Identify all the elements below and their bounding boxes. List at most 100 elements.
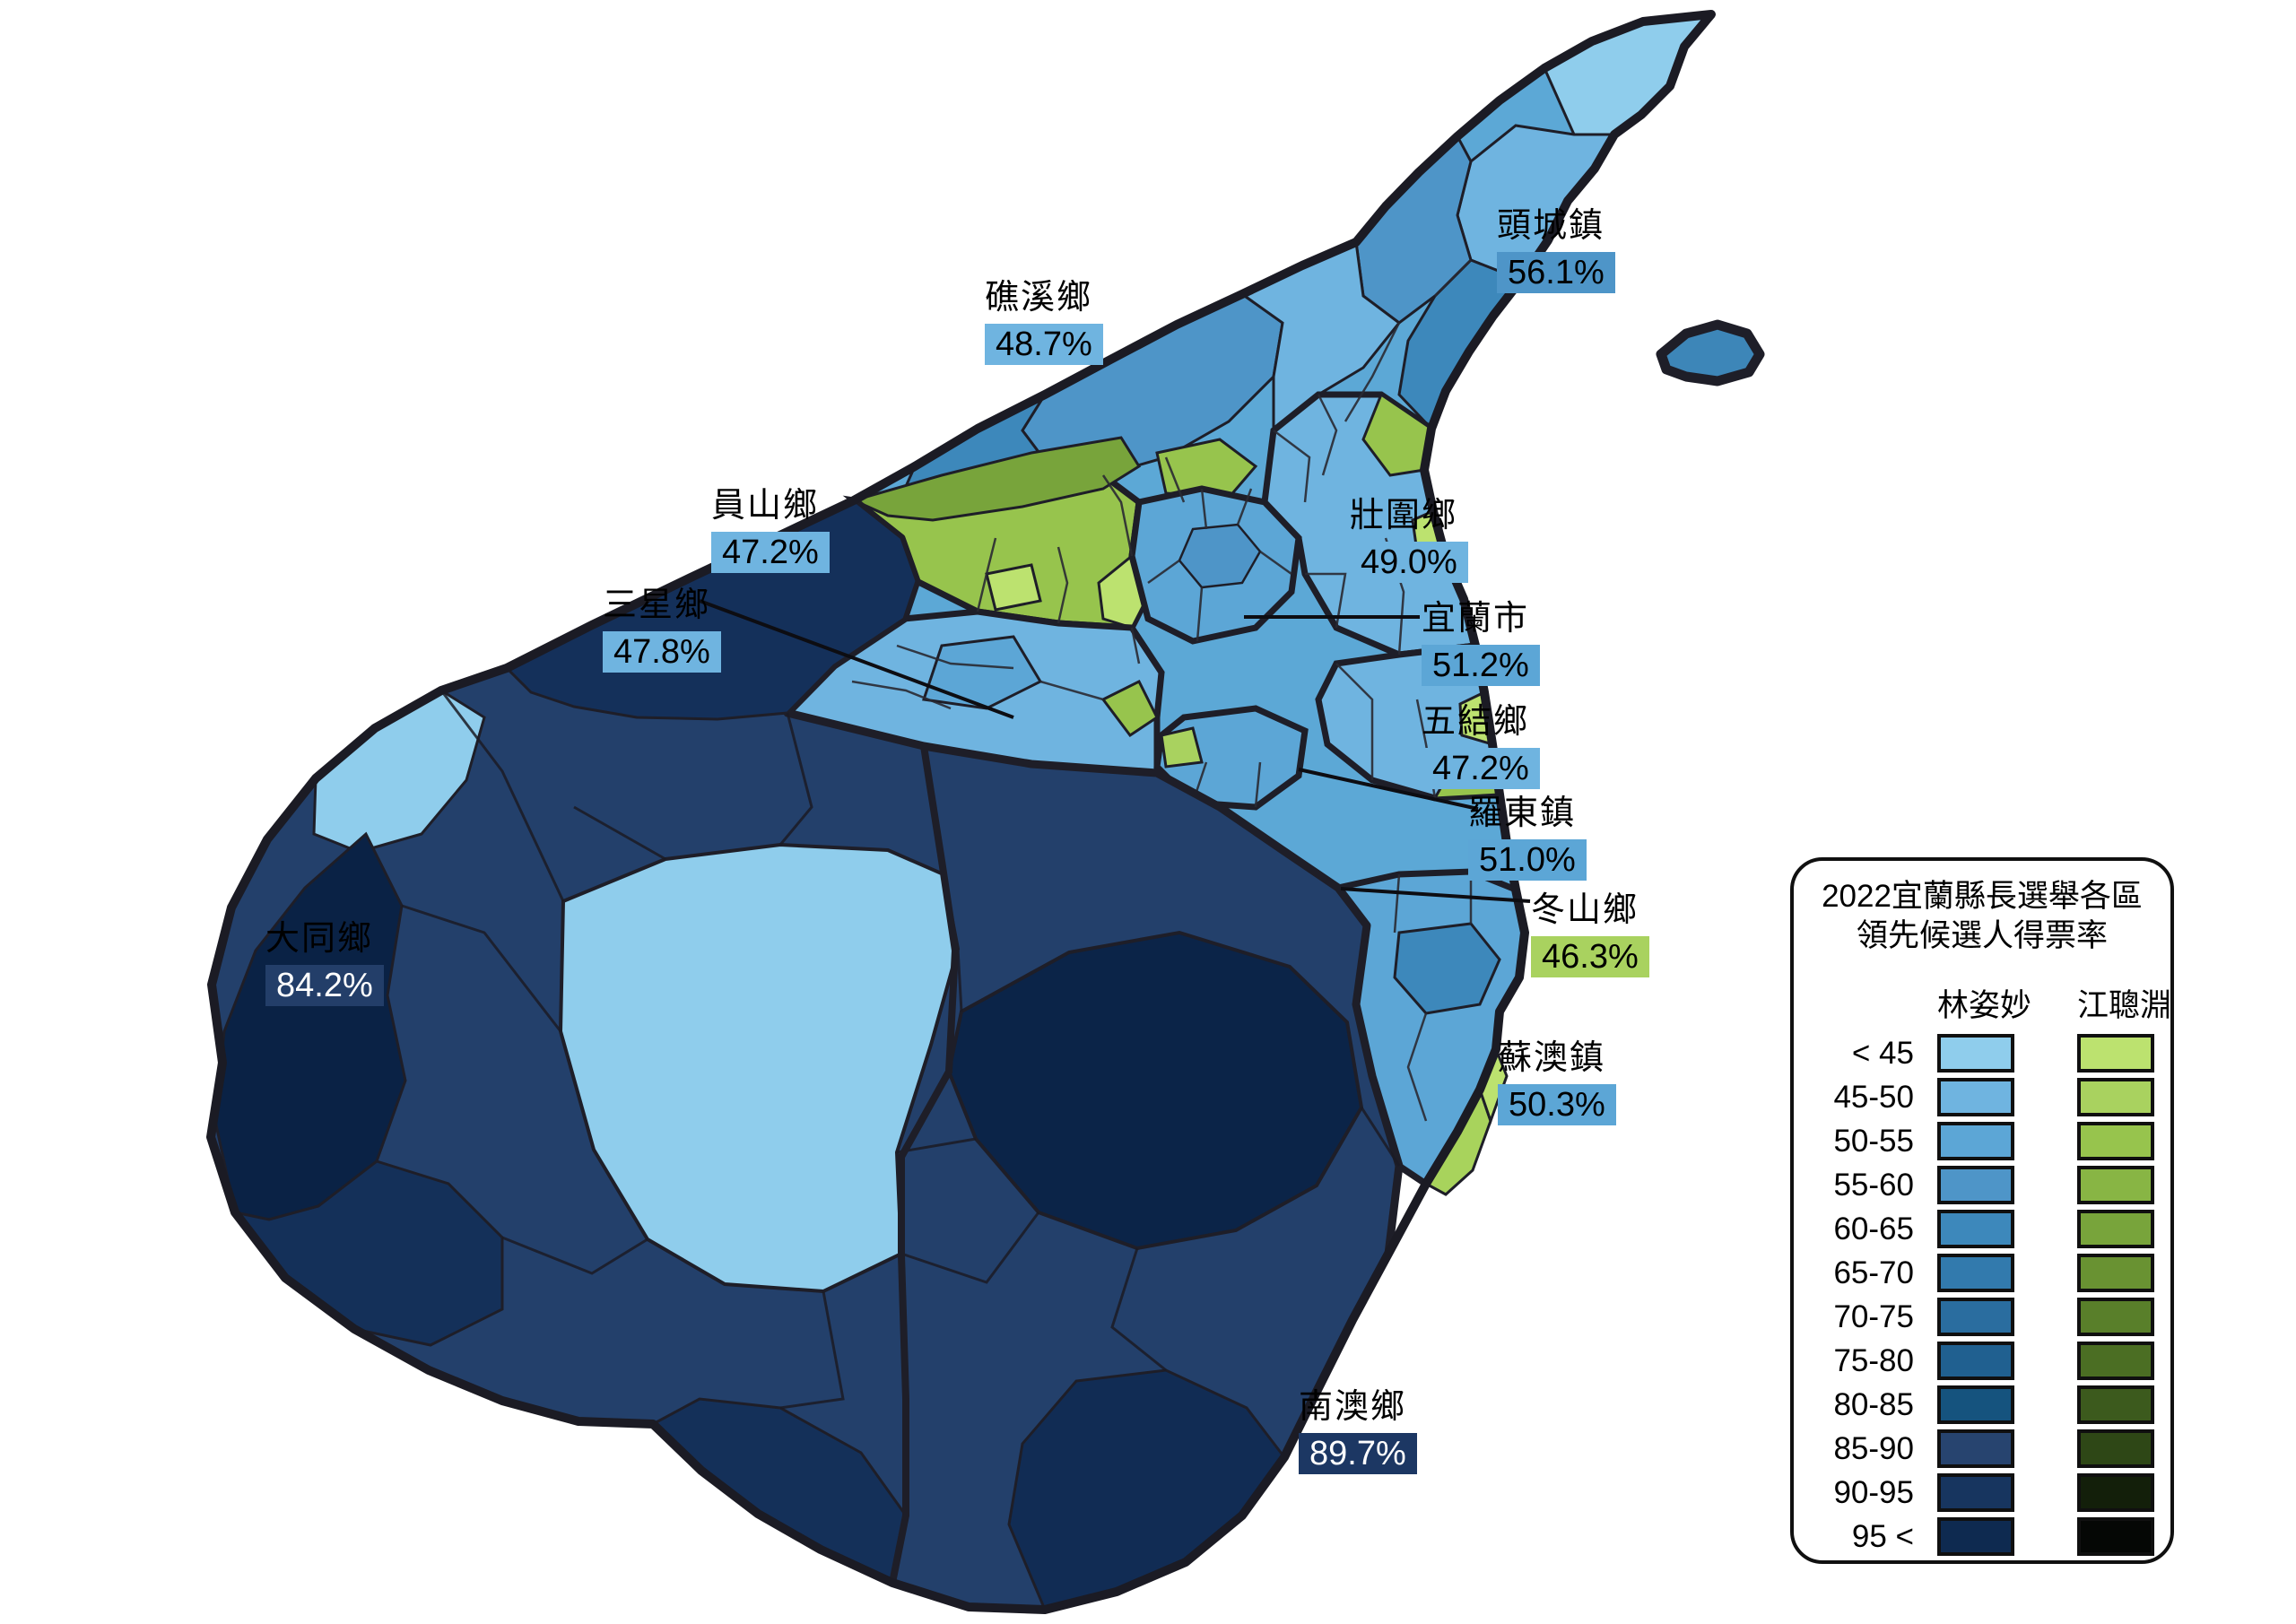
legend-swatch-jiang (2077, 1298, 2154, 1336)
township-name: 蘇澳鎮 (1498, 1039, 1606, 1077)
leader-line-luodong (1298, 768, 1479, 811)
legend-swatch-lin (1937, 1166, 2014, 1204)
village-zhuangwei-green (1361, 392, 1433, 477)
legend-swatch-jiang (2077, 1517, 2154, 1556)
township-name: 三星鄉 (603, 586, 711, 624)
legend-panel: 2022宜蘭縣長選舉各區 領先候選人得票率 林姿妙 江聰淵 < 45 45-50 5… (1790, 857, 2174, 1564)
village-boundary-lines-mountains (401, 690, 1401, 1410)
legend-class-label: 75-80 (1833, 1342, 1914, 1378)
township-name: 大同鄉 (265, 920, 374, 958)
legend-row: 60-65 (1806, 1207, 2170, 1251)
township-name: 南澳鄉 (1299, 1388, 1407, 1426)
township-value-badge: 49.0% (1350, 542, 1468, 583)
candidate-name-jiang: 江聰淵 (2077, 987, 2172, 1023)
township-border-datong-nanao (889, 745, 960, 1584)
village-yuanshan-light2 (985, 563, 1042, 612)
legend-swatch-jiang (2077, 1166, 2154, 1204)
township-name: 羅東鎮 (1468, 795, 1577, 832)
legend-class-label: 50-55 (1833, 1123, 1914, 1159)
township-name: 頭城鎮 (1497, 207, 1605, 245)
township-label-luodong: 羅東鎮 51.0% (1468, 796, 1587, 881)
legend-swatch-lin (1937, 1210, 2014, 1248)
village-luodong-green (1160, 726, 1204, 769)
township-label-dongshan: 冬山鄉 46.3% (1531, 893, 1649, 977)
legend-row: 95 < (1806, 1515, 2170, 1559)
candidate-name-lin: 林姿妙 (1937, 987, 2032, 1023)
legend-row: 45-50 (1806, 1075, 2170, 1119)
legend-swatch-jiang (2077, 1122, 2154, 1160)
township-value-badge: 48.7% (985, 324, 1103, 365)
township-name: 宜蘭市 (1422, 600, 1530, 638)
legend-row: 90-95 (1806, 1471, 2170, 1515)
township-name: 員山鄉 (711, 487, 820, 525)
village-yuanshan-north (849, 436, 1142, 522)
legend-swatch-lin (1937, 1385, 2014, 1424)
legend-swatch-lin (1937, 1078, 2014, 1116)
legend-class-label: 95 < (1851, 1518, 1914, 1554)
legend-swatch-jiang (2077, 1034, 2154, 1073)
legend-row: 50-55 (1806, 1119, 2170, 1163)
township-label-yuanshan: 員山鄉 47.2% (711, 489, 830, 573)
township-label-toucheng: 頭城鎮 56.1% (1497, 209, 1615, 293)
legend-candidate-header: 林姿妙 江聰淵 (1806, 979, 2172, 1026)
legend-class-label: 45-50 (1833, 1079, 1914, 1115)
township-value-badge: 47.2% (711, 532, 830, 573)
legend-class-label: 65-70 (1833, 1255, 1914, 1290)
village-sanxing-green (1100, 679, 1159, 738)
township-value-badge: 84.2% (265, 965, 384, 1006)
legend-row: 55-60 (1806, 1163, 2170, 1207)
legend-class-label: 55-60 (1833, 1167, 1914, 1203)
legend-swatch-lin (1937, 1473, 2014, 1512)
legend-swatch-jiang (2077, 1342, 2154, 1380)
label-leader-lines (699, 599, 1531, 903)
legend-title-line1: 2022宜蘭縣長選舉各區 (1822, 879, 2143, 914)
village-sanxing-mid (922, 635, 1043, 710)
legend-swatch-jiang (2077, 1473, 2154, 1512)
legend-swatch-jiang (2077, 1254, 2154, 1292)
legend-swatch-jiang (2077, 1078, 2154, 1116)
legend-swatch-lin (1937, 1122, 2014, 1160)
county-outline (206, 10, 1716, 1614)
legend-swatch-lin (1937, 1342, 2014, 1380)
legend-class-label: 60-65 (1833, 1211, 1914, 1246)
township-label-datong: 大同鄉 84.2% (265, 922, 384, 1006)
legend-class-label: 80-85 (1833, 1386, 1914, 1422)
township-label-zhuangwei: 壯圍鄉 49.0% (1350, 499, 1468, 583)
legend-swatch-lin (1937, 1298, 2014, 1336)
legend-class-label: 85-90 (1833, 1430, 1914, 1466)
township-value-badge: 89.7% (1299, 1433, 1417, 1474)
township-name: 冬山鄉 (1531, 891, 1639, 929)
township-name: 五結鄉 (1422, 703, 1530, 741)
township-label-jiaoxi: 礁溪鄉 48.7% (985, 281, 1103, 365)
legend-row: < 45 (1806, 1031, 2170, 1075)
legend-row: 80-85 (1806, 1383, 2170, 1427)
legend-swatch-lin (1937, 1254, 2014, 1292)
legend-swatch-jiang (2077, 1385, 2154, 1424)
guishan-island (1656, 319, 1765, 386)
leader-line-dongshan (1340, 887, 1531, 903)
legend-rows: < 45 45-50 50-55 55-60 60-65 65-70 70-75 75-80 8… (1794, 1031, 2170, 1559)
legend-row: 70-75 (1806, 1295, 2170, 1339)
leader-line-sanxing (699, 599, 1014, 719)
village-toucheng-tip (1543, 13, 1715, 136)
township-label-wujie: 五結鄉 47.2% (1422, 705, 1540, 789)
township-value-badge: 51.0% (1468, 839, 1587, 881)
township-value-badge: 50.3% (1498, 1084, 1616, 1125)
legend-swatch-lin (1937, 1517, 2014, 1556)
legend-title-line2: 領先候選人得票率 (1856, 918, 2108, 953)
legend-swatch-jiang (2077, 1210, 2154, 1248)
legend-row: 65-70 (1806, 1251, 2170, 1295)
legend-swatch-lin (1937, 1034, 2014, 1073)
village-green-north-city (1155, 438, 1258, 499)
legend-row: 75-80 (1806, 1339, 2170, 1383)
township-label-suao: 蘇澳鎮 50.3% (1498, 1041, 1616, 1125)
township-value-badge: 56.1% (1497, 252, 1615, 293)
township-value-badge: 47.8% (603, 631, 721, 673)
township-label-nanao: 南澳鄉 89.7% (1299, 1390, 1417, 1474)
legend-row: 85-90 (1806, 1427, 2170, 1471)
legend-swatch-jiang (2077, 1429, 2154, 1468)
township-name: 壯圍鄉 (1350, 497, 1458, 534)
township-value-badge: 46.3% (1531, 936, 1649, 977)
